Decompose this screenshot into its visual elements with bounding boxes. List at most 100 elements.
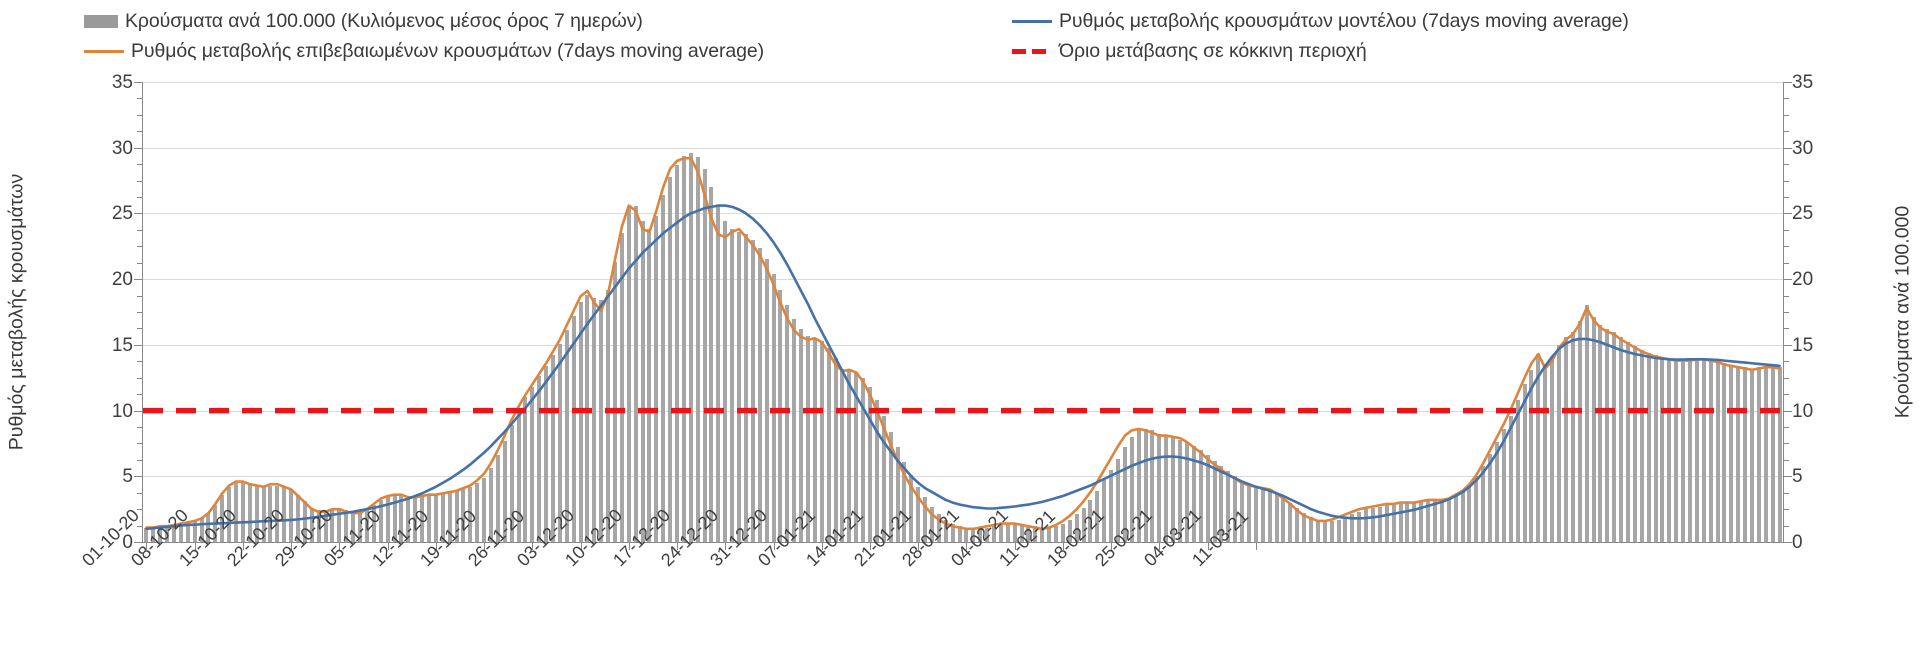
bar	[626, 208, 631, 542]
bar	[1047, 527, 1052, 542]
y-tick-label-right-10: 10	[1792, 400, 1814, 422]
x-tick-22	[1208, 543, 1209, 550]
bar	[1308, 517, 1313, 542]
y-tick-l-31.25	[137, 131, 142, 132]
bar	[461, 489, 466, 542]
bar	[1570, 331, 1575, 542]
y-tick-label-left-5: 5	[122, 466, 133, 488]
bar	[874, 400, 879, 542]
y-tick-r-16.25	[1784, 328, 1789, 329]
bar	[158, 526, 163, 542]
bar	[1522, 384, 1527, 542]
bar	[916, 486, 921, 542]
bar	[199, 518, 204, 542]
y-tick-r-2.5	[1784, 509, 1789, 510]
y-tick-r-17.5	[1784, 312, 1789, 313]
bar	[544, 365, 549, 542]
legend-item-red-zone-threshold[interactable]: Όριο μετάβασης σε κόκκινη περιοχή	[1012, 40, 1367, 63]
x-tick-8	[532, 543, 533, 550]
y-tick-label-left-15: 15	[111, 334, 133, 356]
bar	[1660, 356, 1665, 542]
bar	[1701, 358, 1706, 542]
bar	[358, 511, 363, 542]
x-tick-14	[822, 543, 823, 550]
bar	[599, 300, 604, 542]
y-tick-r-11.25	[1784, 394, 1789, 395]
x-tick-16	[918, 543, 919, 550]
bar	[1460, 492, 1465, 542]
bar	[323, 510, 328, 542]
bar	[1343, 517, 1348, 542]
y-tick-l-7.5	[137, 443, 142, 444]
legend-item-confirmed-rate[interactable]: Ρυθμός μεταβολής επιβεβαιωμένων κρουσμάτ…	[84, 40, 764, 63]
bar	[1681, 359, 1686, 542]
bar	[1584, 305, 1589, 542]
bar	[1426, 499, 1431, 542]
bar	[1619, 336, 1624, 542]
bar	[1122, 447, 1127, 542]
x-tick-19	[1063, 543, 1064, 550]
y-axis-left-title-text: Ρυθμός μεταβολής κρουσμάτων	[5, 173, 28, 451]
y-tick-r-30	[1784, 148, 1792, 149]
bar	[785, 305, 790, 542]
legend-item-cases-per-100k[interactable]: Κρούσματα ανά 100.000 (Κυλιόμενος μέσος …	[84, 10, 643, 33]
bar	[385, 497, 390, 542]
bar	[1281, 497, 1286, 542]
y-tick-r-15	[1784, 345, 1792, 346]
bar	[929, 506, 934, 542]
y-tick-l-13.75	[137, 361, 142, 362]
bar	[1184, 442, 1189, 542]
gridline-10	[143, 411, 1783, 412]
y-tick-r-25	[1784, 213, 1792, 214]
y-tick-l-27.5	[137, 181, 142, 182]
y-tick-l-25	[134, 213, 142, 214]
bar	[633, 205, 638, 542]
bar	[227, 486, 232, 542]
bar	[468, 486, 473, 542]
y-tick-label-left-10: 10	[111, 400, 133, 422]
bar	[1563, 336, 1568, 542]
y-tick-r-22.5	[1784, 246, 1789, 247]
line-series-layer	[143, 156, 1783, 531]
y-tick-l-16.25	[137, 328, 142, 329]
y-tick-r-27.5	[1784, 181, 1789, 182]
bar	[709, 187, 714, 542]
y-tick-label-right-30: 30	[1792, 137, 1814, 159]
bar	[881, 415, 886, 542]
bar	[688, 152, 693, 542]
bar	[909, 474, 914, 542]
bar	[1233, 476, 1238, 542]
bar	[1736, 365, 1741, 542]
y-tick-l-12.5	[137, 378, 142, 379]
bar	[1357, 511, 1362, 542]
bar	[1219, 465, 1224, 542]
bar	[668, 176, 673, 542]
bar	[1557, 344, 1562, 542]
y-tick-r-13.75	[1784, 361, 1789, 362]
x-tick-20	[1111, 543, 1112, 550]
legend-label-model-rate: Ρυθμός μεταβολής κρουσμάτων μοντέλου (7d…	[1059, 10, 1629, 32]
y-tick-l-33.75	[137, 98, 142, 99]
bar	[557, 343, 562, 542]
y-tick-r-1.25	[1784, 526, 1789, 527]
y-axis-right-title-text: Κρούσματα ανά 100.000	[1891, 205, 1914, 419]
bar	[523, 397, 528, 542]
y-tick-r-10	[1784, 411, 1792, 412]
y-tick-label-left-35: 35	[111, 72, 133, 93]
bar	[1419, 501, 1424, 542]
bar	[943, 519, 948, 542]
bar	[399, 496, 404, 542]
legend-item-model-rate[interactable]: Ρυθμός μεταβολής κρουσμάτων μοντέλου (7d…	[1012, 10, 1629, 33]
bar	[812, 338, 817, 542]
y-tick-r-20	[1784, 279, 1792, 280]
bar	[1591, 317, 1596, 542]
bar	[950, 523, 955, 542]
bar	[867, 386, 872, 542]
bar	[792, 318, 797, 542]
bar	[592, 297, 597, 542]
line-swatch-blue-icon	[1012, 20, 1052, 23]
bar	[172, 524, 176, 542]
bar	[502, 440, 507, 542]
bar	[1439, 499, 1444, 542]
